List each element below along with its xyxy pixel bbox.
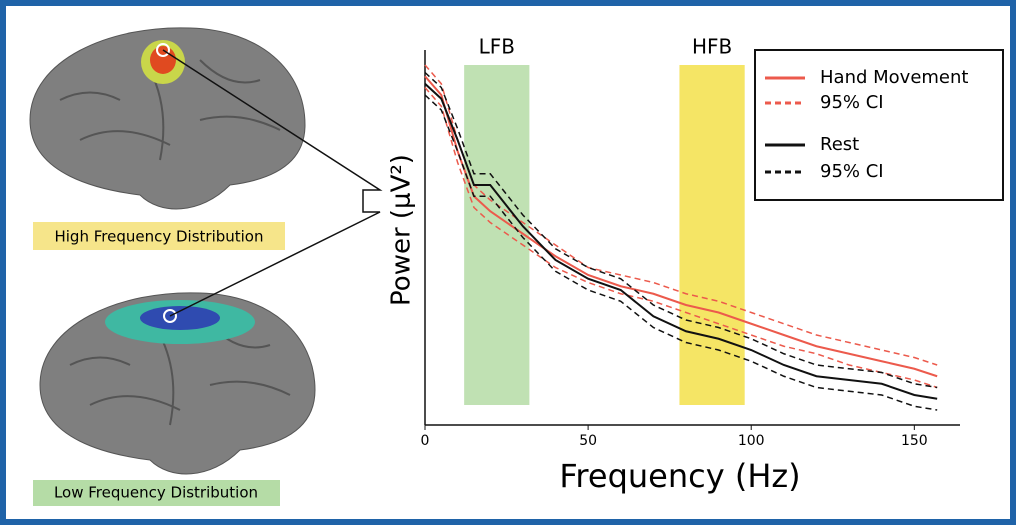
x-tick-label: 50: [579, 433, 597, 449]
band-label: LFB: [479, 35, 515, 59]
legend-label: 95% CI: [820, 92, 884, 113]
x-tick-label: 100: [738, 433, 765, 449]
figure: High Frequency Distribution Low Frequenc…: [0, 0, 1016, 525]
y-axis-label: Power (μV²): [387, 154, 417, 306]
panel-label: High Frequency Distribution: [54, 228, 263, 246]
legend-label: 95% CI: [820, 161, 884, 182]
panel-label: Low Frequency Distribution: [54, 484, 258, 502]
legend-label: Hand Movement: [820, 67, 968, 88]
band: [464, 65, 529, 405]
x-axis-label: Frequency (Hz): [559, 457, 800, 495]
legend-label: Rest: [820, 134, 859, 155]
x-tick-label: 0: [421, 433, 430, 449]
x-tick-label: 150: [901, 433, 928, 449]
band-label: HFB: [692, 35, 732, 59]
band: [679, 65, 744, 405]
